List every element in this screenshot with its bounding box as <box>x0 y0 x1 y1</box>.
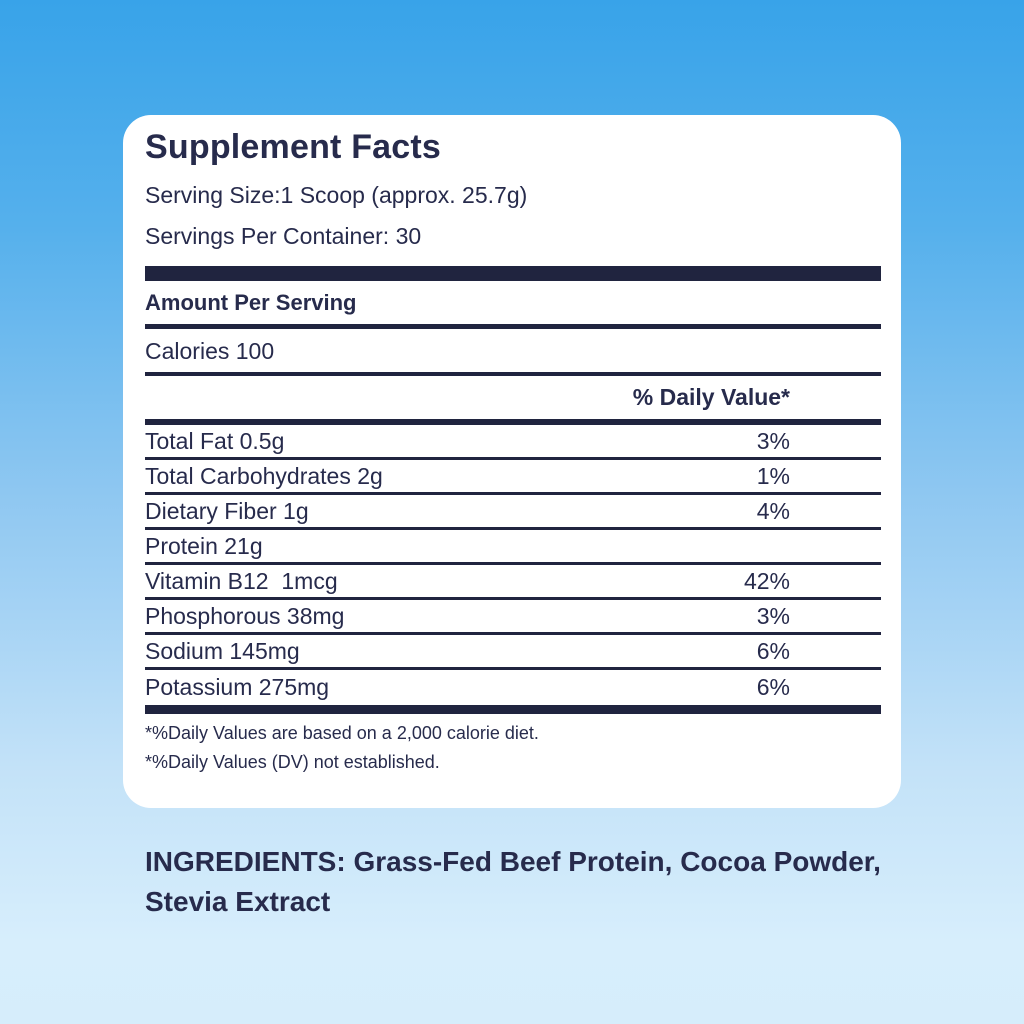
nutrient-label: Total Carbohydrates 2g <box>145 462 383 489</box>
footnote-dv-not-established: *%Daily Values (DV) not established. <box>145 752 440 772</box>
nutrient-label: Dietary Fiber 1g <box>145 497 309 524</box>
daily-value-header: % Daily Value* <box>145 376 881 425</box>
nutrient-row-sodium: Sodium 145mg 6% <box>145 635 881 670</box>
nutrient-value: 3% <box>756 602 790 629</box>
nutrient-row-phosphorous: Phosphorous 38mg 3% <box>145 600 881 635</box>
footnote-daily-values: *%Daily Values are based on a 2,000 calo… <box>145 723 539 743</box>
nutrient-value: 1% <box>756 462 790 489</box>
nutrient-label: Potassium 275mg <box>145 674 330 700</box>
nutrient-value: 42% <box>743 567 790 594</box>
nutrient-label: Total Fat 0.5g <box>145 427 285 454</box>
calories-text: Calories 100 <box>145 329 881 376</box>
nutrient-value: 6% <box>756 674 790 700</box>
supplement-facts-card: Supplement Facts Serving Size:1 Scoop (a… <box>123 115 901 808</box>
footer-divider-bar <box>145 705 881 714</box>
nutrient-value: 3% <box>756 427 790 454</box>
nutrient-row-protein: Protein 21g <box>145 530 881 565</box>
nutrient-label: Vitamin B12 1mcg <box>145 567 338 594</box>
nutrient-value: 4% <box>756 497 790 524</box>
nutrient-row-potassium: Potassium 275mg 6% <box>145 670 881 705</box>
nutrient-label: Protein 21g <box>145 532 263 559</box>
servings-per-container-text: Servings Per Container: 30 <box>145 223 422 249</box>
serving-size-text: Serving Size:1 Scoop (approx. 25.7g) <box>145 182 528 208</box>
nutrient-label: Phosphorous 38mg <box>145 602 345 629</box>
footnotes: *%Daily Values are based on a 2,000 calo… <box>145 719 881 777</box>
nutrient-value: 6% <box>756 637 790 664</box>
amount-per-serving-label: Amount Per Serving <box>145 281 881 329</box>
nutrient-row-dietary-fiber: Dietary Fiber 1g 4% <box>145 495 881 530</box>
header-divider-bar <box>145 266 881 281</box>
supplement-facts-title: Supplement Facts <box>145 128 442 166</box>
nutrient-row-total-fat: Total Fat 0.5g 3% <box>145 425 881 460</box>
nutrient-label: Sodium 145mg <box>145 637 300 664</box>
nutrient-row-vitamin-b12: Vitamin B12 1mcg 42% <box>145 565 881 600</box>
nutrient-row-total-carbohydrates: Total Carbohydrates 2g 1% <box>145 460 881 495</box>
ingredients-text: INGREDIENTS: Grass-Fed Beef Protein, Coc… <box>145 846 881 917</box>
